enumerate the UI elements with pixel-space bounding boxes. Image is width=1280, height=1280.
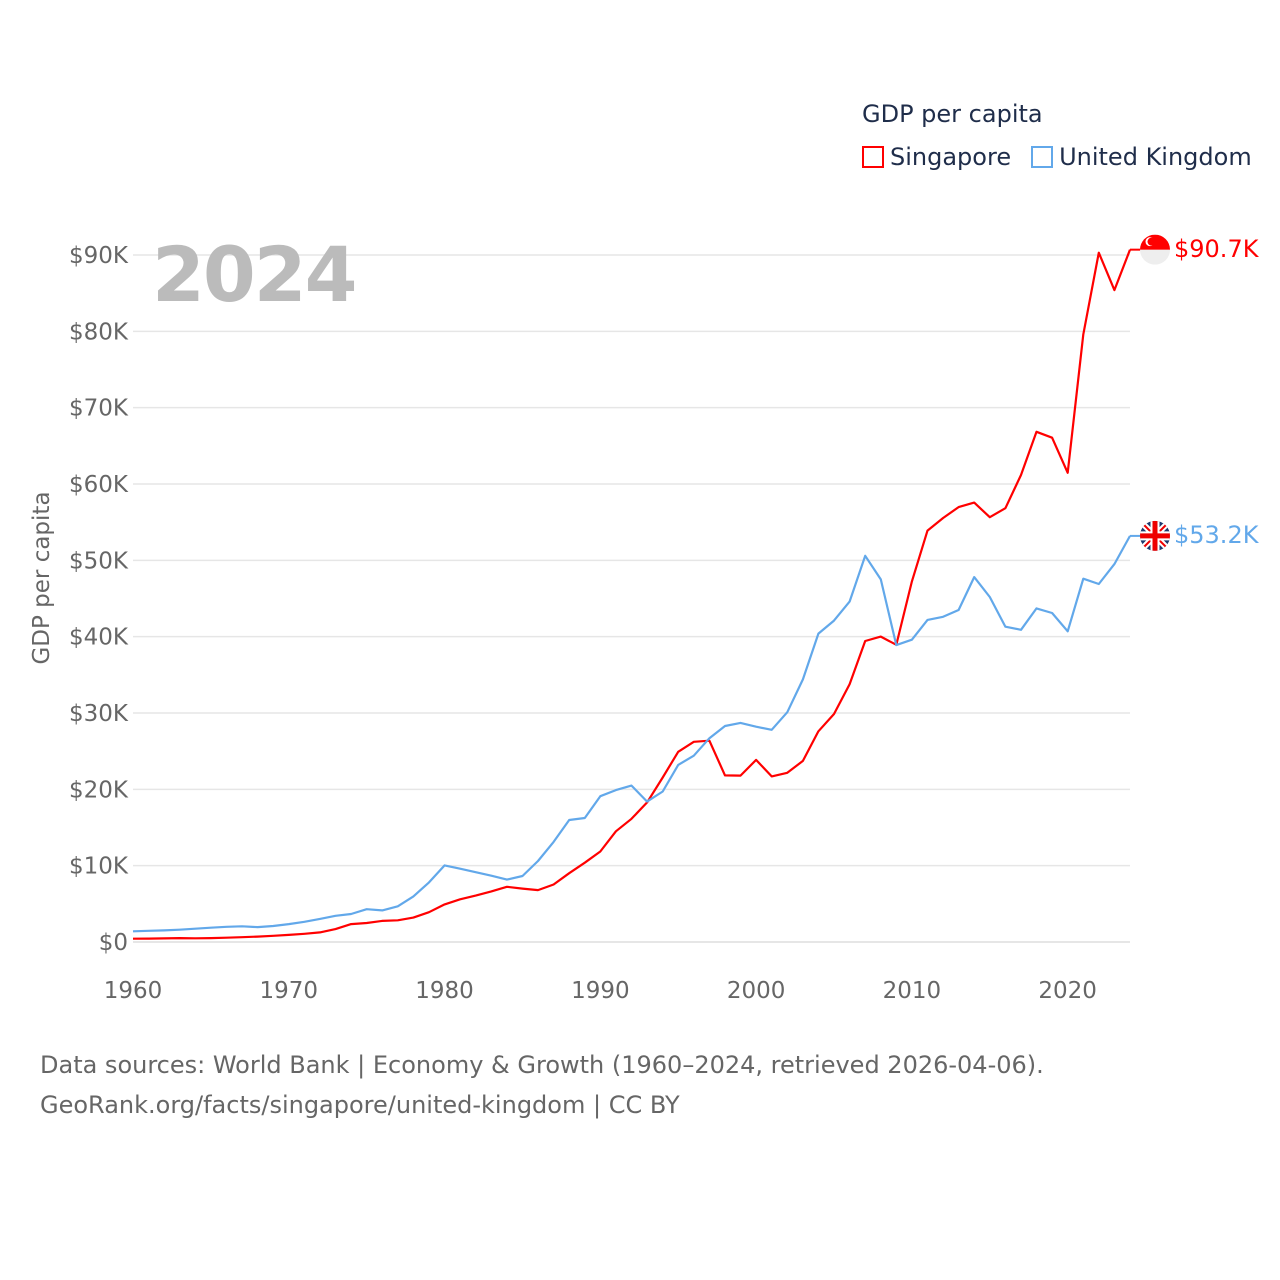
legend-label: United Kingdom — [1059, 143, 1252, 171]
legend-title: GDP per capita — [862, 100, 1043, 128]
source-link[interactable]: GeoRank.org/facts/singapore/united-kingd… — [40, 1091, 680, 1119]
x-tick-label: 2010 — [883, 978, 942, 1004]
y-tick-label: $70K — [69, 396, 129, 422]
end-label-united-kingdom: $53.2K — [1174, 520, 1259, 549]
united-kingdom-flag-icon — [1140, 520, 1170, 551]
y-axis-label: GDP per capita — [29, 491, 55, 665]
legend-item-united-kingdom[interactable]: United Kingdom — [1031, 143, 1252, 171]
flag-body — [1140, 520, 1170, 551]
series-line-united-kingdom — [132, 535, 1131, 933]
legend-label: Singapore — [890, 143, 1012, 171]
legend-swatch — [1031, 146, 1054, 168]
y-tick-label: $0 — [99, 930, 128, 956]
end-label-singapore: $90.7K — [1174, 234, 1259, 263]
y-tick-label: $90K — [69, 243, 129, 269]
y-tick-label: $40K — [69, 625, 129, 651]
y-tick-label: $30K — [69, 701, 129, 727]
legend-swatch — [862, 146, 884, 168]
legend-item-singapore[interactable]: Singapore — [862, 143, 1011, 171]
x-tick-label: 1980 — [415, 978, 474, 1004]
x-tick-label: 2020 — [1038, 978, 1097, 1004]
flag-body — [1140, 234, 1170, 265]
y-tick-label: $20K — [69, 777, 129, 803]
y-tick-label: $10K — [69, 854, 129, 880]
y-tick-label: $50K — [69, 548, 129, 574]
year-display: 2024 — [152, 230, 358, 319]
flag-moon-cut — [1147, 237, 1156, 246]
flag-cross-red — [1140, 520, 1170, 551]
source-note: Data sources: World Bank | Economy & Gro… — [40, 1045, 1044, 1125]
series-line-singapore — [132, 249, 1132, 940]
x-tick-label: 1990 — [571, 978, 630, 1004]
y-tick-label: $60K — [69, 472, 129, 498]
source-line: Data sources: World Bank | Economy & Gro… — [40, 1051, 1044, 1079]
x-tick-label: 1970 — [260, 978, 319, 1004]
x-tick-label: 2000 — [727, 978, 786, 1004]
y-tick-label: $80K — [69, 319, 129, 345]
legend: Singapore United Kingdom — [862, 143, 1252, 171]
singapore-flag-icon — [1140, 234, 1170, 265]
x-tick-label: 1960 — [104, 978, 163, 1004]
